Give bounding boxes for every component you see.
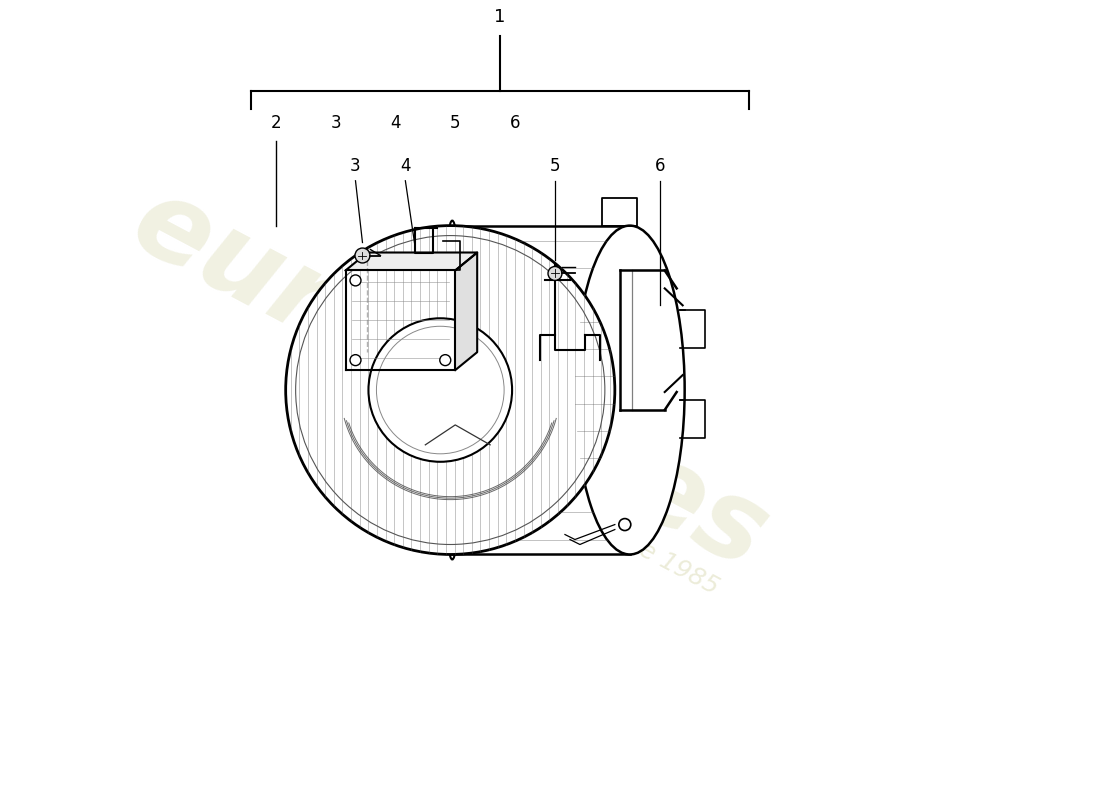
Circle shape <box>350 275 361 286</box>
Circle shape <box>286 226 615 554</box>
Circle shape <box>355 248 370 263</box>
Text: 6: 6 <box>509 114 520 132</box>
Circle shape <box>440 354 451 366</box>
Text: 3: 3 <box>330 114 341 132</box>
Ellipse shape <box>575 226 684 554</box>
Circle shape <box>350 354 361 366</box>
Polygon shape <box>345 253 477 270</box>
Text: 4: 4 <box>390 114 400 132</box>
Text: 6: 6 <box>654 157 666 175</box>
Polygon shape <box>450 226 630 554</box>
Text: eurospares: eurospares <box>116 168 785 592</box>
Text: a passion for parts since 1985: a passion for parts since 1985 <box>377 400 723 599</box>
Text: 5: 5 <box>450 114 461 132</box>
Text: 2: 2 <box>271 114 281 132</box>
Circle shape <box>548 266 562 281</box>
Polygon shape <box>455 253 477 370</box>
Circle shape <box>619 518 630 530</box>
Text: 4: 4 <box>400 157 410 175</box>
Text: 1: 1 <box>494 8 506 26</box>
Text: 5: 5 <box>550 157 560 175</box>
Circle shape <box>368 318 513 462</box>
Text: 3: 3 <box>350 157 361 175</box>
